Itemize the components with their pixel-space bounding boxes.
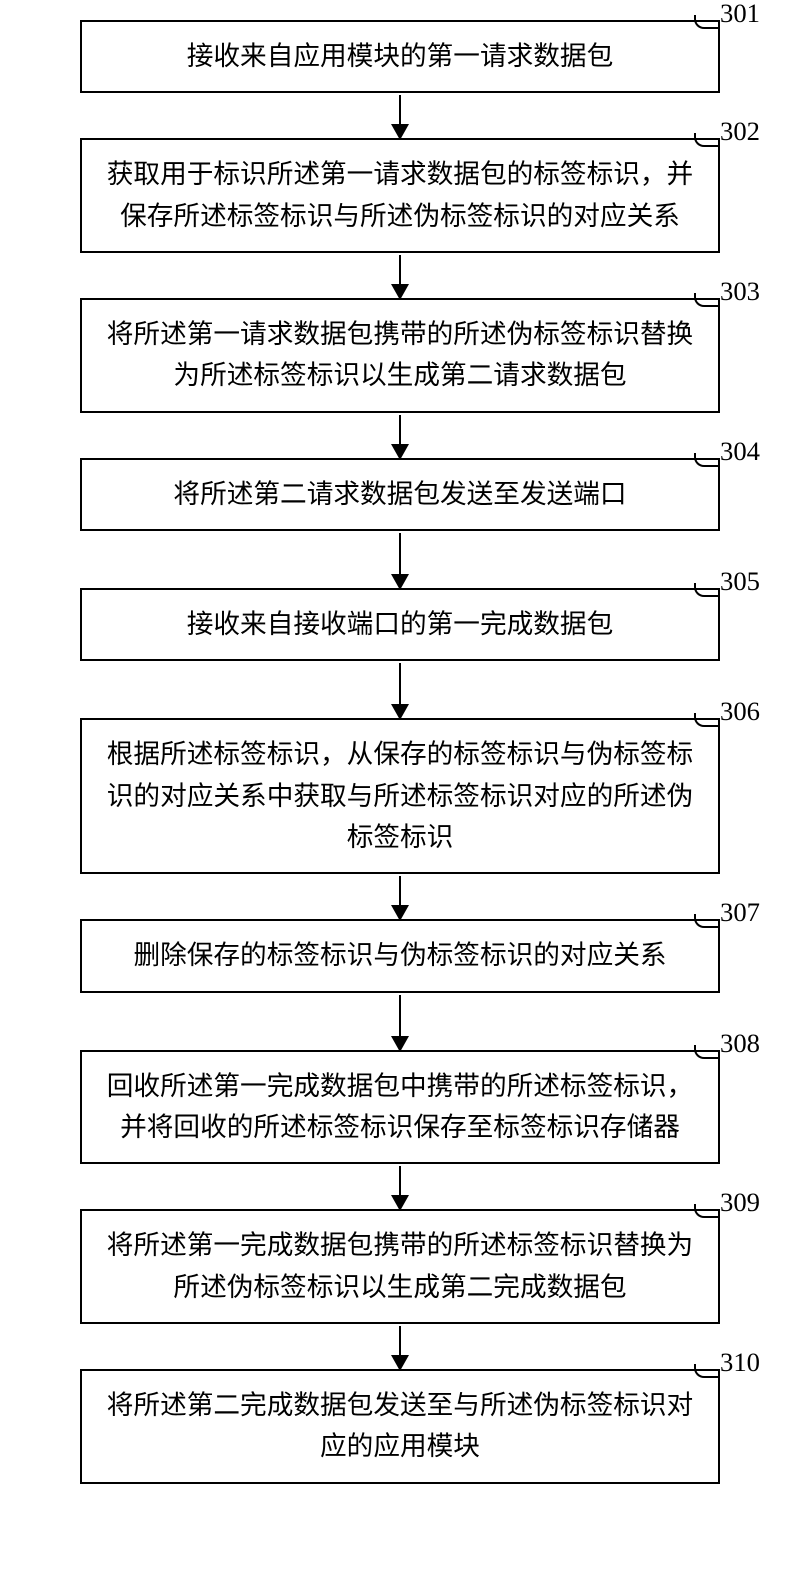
step-310: 310将所述第二完成数据包发送至与所述伪标签标识对应的应用模块 (0, 1369, 800, 1484)
arrow-down-icon (391, 533, 409, 590)
step-307: 307删除保存的标签标识与伪标签标识的对应关系 (0, 919, 800, 992)
step-box: 获取用于标识所述第一请求数据包的标签标识，并保存所述标签标识与所述伪标签标识的对… (80, 138, 720, 253)
step-301: 301接收来自应用模块的第一请求数据包 (0, 20, 800, 93)
label-tick-icon (694, 133, 718, 147)
step-label: 303 (694, 276, 760, 307)
step-text: 将所述第二完成数据包发送至与所述伪标签标识对应的应用模块 (100, 1385, 700, 1468)
step-305: 305接收来自接收端口的第一完成数据包 (0, 588, 800, 661)
label-tick-icon (694, 15, 718, 29)
arrow-down-icon (391, 663, 409, 720)
step-label: 301 (694, 0, 760, 29)
label-tick-icon (694, 583, 718, 597)
label-tick-icon (694, 1204, 718, 1218)
flowchart-container: 301接收来自应用模块的第一请求数据包302获取用于标识所述第一请求数据包的标签… (0, 20, 800, 1484)
step-text: 回收所述第一完成数据包中携带的所述标签标识，并将回收的所述标签标识保存至标签标识… (100, 1066, 700, 1149)
arrow-down-icon (391, 1326, 409, 1371)
label-tick-icon (694, 1364, 718, 1378)
step-box: 根据所述标签标识，从保存的标签标识与伪标签标识的对应关系中获取与所述标签标识对应… (80, 718, 720, 874)
step-label: 304 (694, 436, 760, 467)
step-label: 305 (694, 566, 760, 597)
label-tick-icon (694, 713, 718, 727)
step-id: 305 (720, 566, 760, 597)
step-box: 接收来自接收端口的第一完成数据包 (80, 588, 720, 661)
step-id: 303 (720, 276, 760, 307)
step-label: 302 (694, 116, 760, 147)
label-tick-icon (694, 914, 718, 928)
arrow-down-icon (391, 255, 409, 300)
step-text: 删除保存的标签标识与伪标签标识的对应关系 (133, 935, 666, 976)
step-306: 306根据所述标签标识，从保存的标签标识与伪标签标识的对应关系中获取与所述标签标… (0, 718, 800, 874)
label-tick-icon (694, 1045, 718, 1059)
step-id: 301 (720, 0, 760, 29)
arrow-down-icon (391, 995, 409, 1052)
arrow-down-icon (391, 95, 409, 140)
label-tick-icon (694, 453, 718, 467)
step-text: 将所述第二请求数据包发送至发送端口 (173, 474, 626, 515)
step-box: 将所述第一请求数据包携带的所述伪标签标识替换为所述标签标识以生成第二请求数据包 (80, 298, 720, 413)
step-id: 302 (720, 116, 760, 147)
step-309: 309将所述第一完成数据包携带的所述标签标识替换为所述伪标签标识以生成第二完成数… (0, 1209, 800, 1324)
step-label: 306 (694, 696, 760, 727)
step-box: 将所述第二完成数据包发送至与所述伪标签标识对应的应用模块 (80, 1369, 720, 1484)
step-label: 308 (694, 1028, 760, 1059)
step-id: 306 (720, 696, 760, 727)
step-id: 307 (720, 897, 760, 928)
label-tick-icon (694, 293, 718, 307)
step-label: 309 (694, 1187, 760, 1218)
step-id: 304 (720, 436, 760, 467)
step-304: 304将所述第二请求数据包发送至发送端口 (0, 458, 800, 531)
step-text: 将所述第一完成数据包携带的所述标签标识替换为所述伪标签标识以生成第二完成数据包 (100, 1225, 700, 1308)
step-box: 回收所述第一完成数据包中携带的所述标签标识，并将回收的所述标签标识保存至标签标识… (80, 1050, 720, 1165)
step-label: 307 (694, 897, 760, 928)
step-box: 删除保存的标签标识与伪标签标识的对应关系 (80, 919, 720, 992)
step-label: 310 (694, 1347, 760, 1378)
step-box: 将所述第一完成数据包携带的所述标签标识替换为所述伪标签标识以生成第二完成数据包 (80, 1209, 720, 1324)
step-text: 根据所述标签标识，从保存的标签标识与伪标签标识的对应关系中获取与所述标签标识对应… (100, 734, 700, 858)
step-text: 将所述第一请求数据包携带的所述伪标签标识替换为所述标签标识以生成第二请求数据包 (100, 314, 700, 397)
step-303: 303将所述第一请求数据包携带的所述伪标签标识替换为所述标签标识以生成第二请求数… (0, 298, 800, 413)
step-box: 将所述第二请求数据包发送至发送端口 (80, 458, 720, 531)
step-id: 309 (720, 1187, 760, 1218)
step-308: 308回收所述第一完成数据包中携带的所述标签标识，并将回收的所述标签标识保存至标… (0, 1050, 800, 1165)
step-text: 接收来自接收端口的第一完成数据包 (187, 604, 614, 645)
step-text: 获取用于标识所述第一请求数据包的标签标识，并保存所述标签标识与所述伪标签标识的对… (100, 154, 700, 237)
step-id: 308 (720, 1028, 760, 1059)
arrow-down-icon (391, 876, 409, 921)
step-302: 302获取用于标识所述第一请求数据包的标签标识，并保存所述标签标识与所述伪标签标… (0, 138, 800, 253)
arrow-down-icon (391, 415, 409, 460)
step-box: 接收来自应用模块的第一请求数据包 (80, 20, 720, 93)
step-id: 310 (720, 1347, 760, 1378)
step-text: 接收来自应用模块的第一请求数据包 (187, 36, 614, 77)
arrow-down-icon (391, 1166, 409, 1211)
